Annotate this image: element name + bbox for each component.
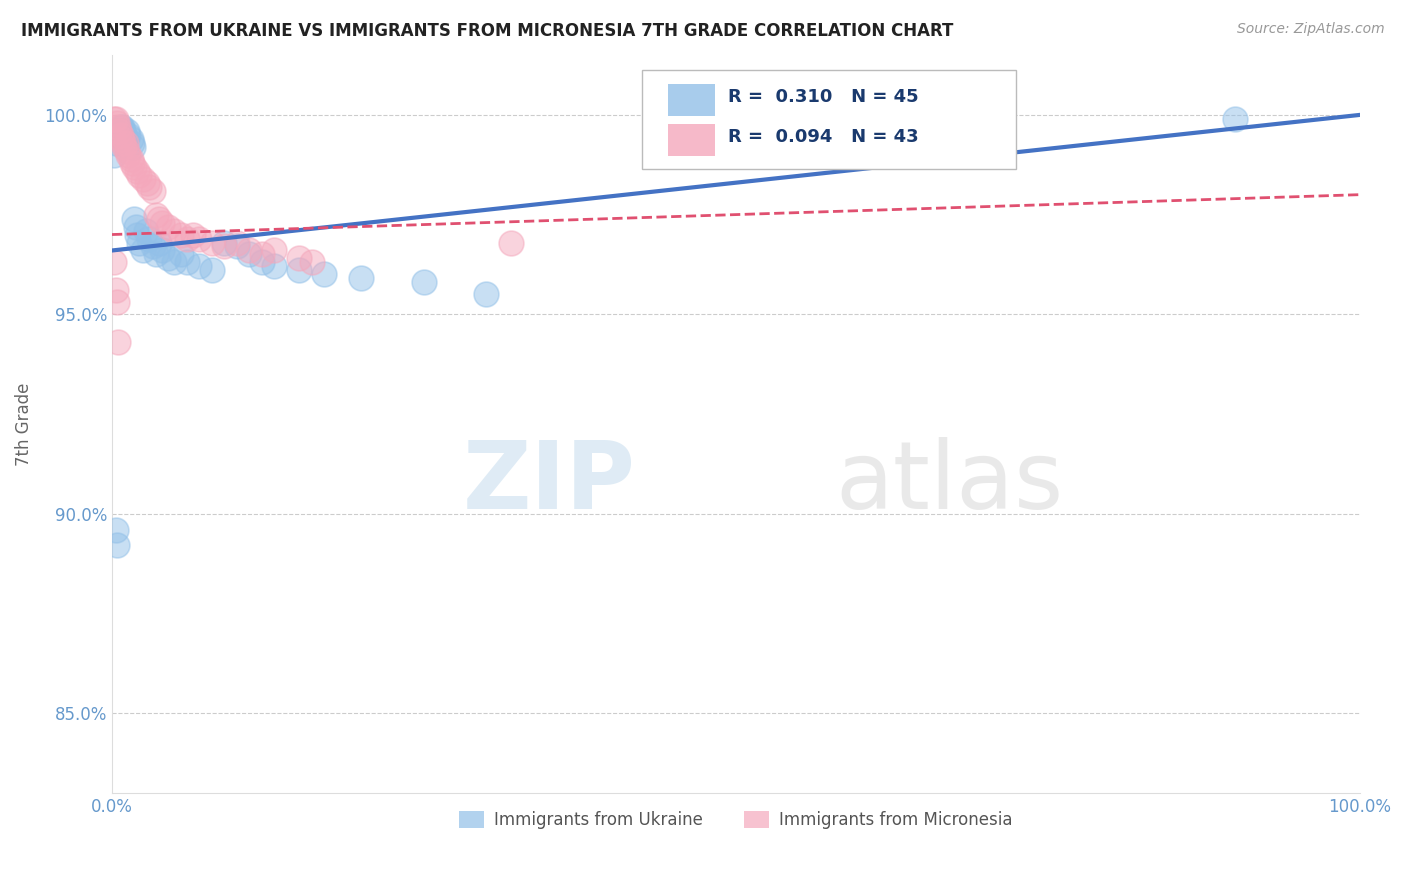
- Point: [163, 255, 186, 269]
- Point: [163, 223, 186, 237]
- Point: [1223, 112, 1246, 126]
- Point: [107, 124, 129, 138]
- Point: [121, 136, 143, 150]
- Point: [115, 124, 138, 138]
- Point: [108, 124, 131, 138]
- Point: [201, 235, 224, 250]
- Point: [115, 144, 138, 158]
- Point: [142, 239, 165, 253]
- Point: [150, 244, 173, 258]
- Point: [117, 148, 139, 162]
- Point: [142, 184, 165, 198]
- Point: [350, 271, 373, 285]
- Point: [169, 247, 191, 261]
- FancyBboxPatch shape: [668, 124, 714, 156]
- Point: [212, 239, 235, 253]
- Point: [114, 136, 136, 150]
- Point: [157, 252, 180, 266]
- Point: [501, 235, 523, 250]
- Point: [412, 276, 434, 290]
- Point: [135, 176, 157, 190]
- Point: [110, 120, 132, 134]
- Point: [312, 268, 335, 282]
- Point: [117, 128, 139, 142]
- FancyBboxPatch shape: [668, 84, 714, 116]
- Point: [288, 263, 311, 277]
- Point: [128, 235, 150, 250]
- FancyBboxPatch shape: [643, 70, 1017, 169]
- Point: [122, 140, 145, 154]
- Text: ZIP: ZIP: [463, 437, 636, 529]
- Point: [225, 235, 247, 250]
- Point: [105, 128, 128, 142]
- Point: [110, 128, 132, 142]
- Point: [201, 263, 224, 277]
- Point: [188, 260, 211, 274]
- Point: [103, 255, 125, 269]
- Point: [103, 112, 125, 126]
- Point: [107, 335, 129, 350]
- Point: [111, 120, 134, 134]
- Point: [148, 235, 170, 250]
- Point: [107, 120, 129, 134]
- Point: [124, 211, 146, 226]
- Point: [250, 247, 273, 261]
- Point: [120, 132, 142, 146]
- Point: [114, 132, 136, 146]
- Point: [103, 148, 125, 162]
- Point: [124, 219, 146, 234]
- Point: [288, 252, 311, 266]
- Point: [301, 255, 323, 269]
- Point: [112, 136, 135, 150]
- Point: [124, 160, 146, 174]
- Point: [145, 208, 167, 222]
- Point: [169, 227, 191, 242]
- Point: [225, 239, 247, 253]
- Point: [138, 179, 160, 194]
- Point: [132, 244, 155, 258]
- Point: [475, 287, 498, 301]
- Text: R =  0.094   N = 43: R = 0.094 N = 43: [728, 128, 920, 145]
- Point: [157, 219, 180, 234]
- Point: [114, 140, 136, 154]
- Point: [132, 171, 155, 186]
- Point: [121, 155, 143, 169]
- Legend: Immigrants from Ukraine, Immigrants from Micronesia: Immigrants from Ukraine, Immigrants from…: [453, 805, 1019, 836]
- Point: [148, 211, 170, 226]
- Point: [135, 223, 157, 237]
- Point: [150, 216, 173, 230]
- Point: [105, 116, 128, 130]
- Point: [104, 112, 127, 126]
- Point: [125, 163, 148, 178]
- Point: [114, 128, 136, 142]
- Point: [263, 244, 285, 258]
- Point: [238, 244, 260, 258]
- Point: [128, 168, 150, 182]
- Point: [263, 260, 285, 274]
- Point: [176, 231, 198, 245]
- Point: [120, 152, 142, 166]
- Text: IMMIGRANTS FROM UKRAINE VS IMMIGRANTS FROM MICRONESIA 7TH GRADE CORRELATION CHAR: IMMIGRANTS FROM UKRAINE VS IMMIGRANTS FR…: [21, 22, 953, 40]
- Text: Source: ZipAtlas.com: Source: ZipAtlas.com: [1237, 22, 1385, 37]
- Point: [125, 227, 148, 242]
- Point: [238, 247, 260, 261]
- Point: [250, 255, 273, 269]
- Point: [181, 227, 204, 242]
- Point: [108, 124, 131, 138]
- Y-axis label: 7th Grade: 7th Grade: [15, 382, 32, 466]
- Point: [212, 235, 235, 250]
- Point: [104, 523, 127, 537]
- Point: [176, 255, 198, 269]
- Point: [188, 231, 211, 245]
- Point: [111, 132, 134, 146]
- Text: R =  0.310   N = 45: R = 0.310 N = 45: [728, 87, 920, 106]
- Point: [105, 539, 128, 553]
- Point: [104, 284, 127, 298]
- Text: atlas: atlas: [835, 437, 1064, 529]
- Point: [112, 124, 135, 138]
- Point: [145, 247, 167, 261]
- Point: [104, 136, 127, 150]
- Point: [105, 295, 128, 310]
- Point: [138, 231, 160, 245]
